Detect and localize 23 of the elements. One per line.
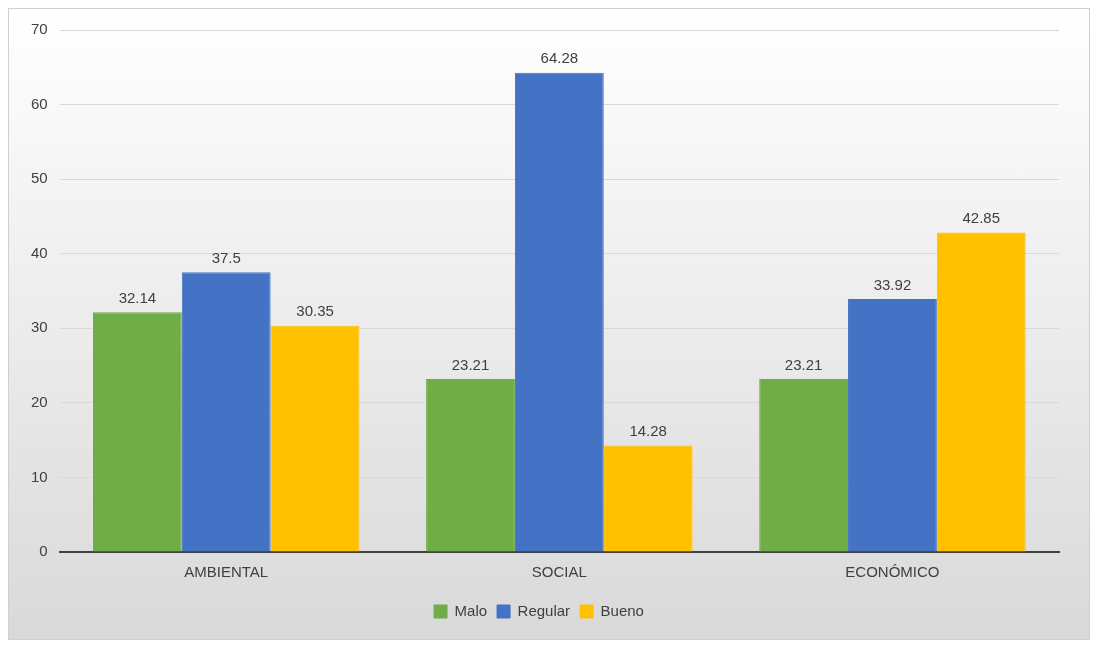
y-tick-label: 60 xyxy=(31,94,48,112)
x-tick-label: SOCIAL xyxy=(531,563,587,581)
data-label: 23.21 xyxy=(451,355,490,373)
x-tick-label: ECONÓMICO xyxy=(845,563,940,581)
y-tick-label: 70 xyxy=(31,20,48,38)
data-label: 14.28 xyxy=(629,422,667,440)
y-tick-label: 0 xyxy=(39,542,48,560)
y-tick-label: 20 xyxy=(31,393,48,410)
y-tick-label: 50 xyxy=(31,169,48,187)
y-tick-label: 30 xyxy=(31,318,48,336)
data-label: 64.28 xyxy=(540,49,579,67)
data-label: 32.14 xyxy=(118,288,157,306)
legend-label: Regular xyxy=(517,601,571,619)
y-tick-label: 10 xyxy=(31,467,48,485)
x-tick-label: AMBIENTAL xyxy=(184,563,269,581)
data-label: 33.92 xyxy=(873,275,912,293)
data-label: 37.5 xyxy=(211,249,241,266)
data-label: 42.85 xyxy=(962,209,1001,227)
legend-label: Malo xyxy=(454,601,488,619)
legend-label: Bueno xyxy=(600,601,644,619)
data-label: 23.21 xyxy=(784,355,823,373)
data-label: 30.35 xyxy=(296,302,334,320)
y-tick-label: 40 xyxy=(31,243,48,261)
